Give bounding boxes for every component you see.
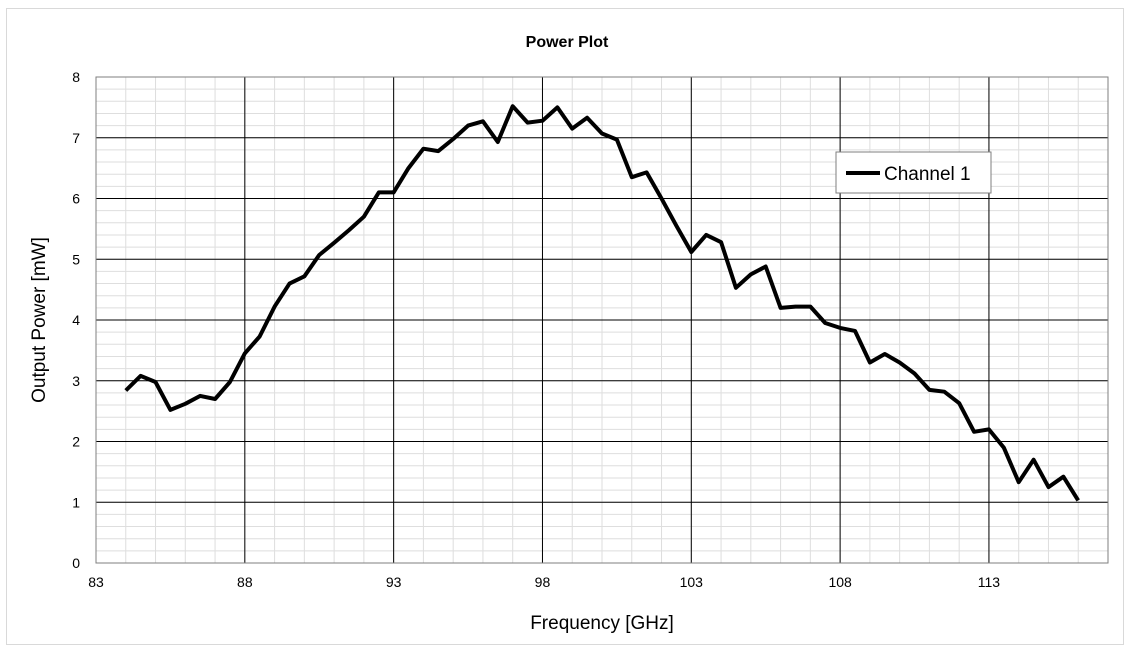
y-tick-label: 4 [72,312,80,328]
plot-area-border [95,76,1109,564]
y-tick-label: 0 [72,555,80,571]
y-tick-label: 1 [72,494,80,510]
y-tick-label: 7 [72,130,80,146]
legend: Channel 1 [835,151,992,194]
series-line-channel-1 [124,104,1080,502]
y-tick-label: 2 [72,434,80,450]
x-tick-label: 108 [828,574,852,590]
y-axis-tick-labels: 0 1 2 3 4 5 6 7 8 [72,69,80,571]
y-tick-label: 3 [72,373,80,389]
y-tick-label: 6 [72,191,80,207]
x-tick-label: 88 [237,574,253,590]
x-tick-label: 83 [88,574,104,590]
legend-label-channel-1: Channel 1 [884,164,971,185]
x-tick-label: 113 [978,574,1001,590]
x-axis-title: Frequency [GHz] [530,613,674,634]
series-layer [124,104,1080,502]
x-tick-label: 98 [535,574,551,590]
y-tick-label: 8 [72,69,80,85]
y-tick-label: 5 [72,251,80,267]
x-tick-label: 103 [680,574,704,590]
x-axis-tick-labels: 83 88 93 98 103 108 113 [88,574,1000,590]
chart-title: Power Plot [526,34,609,51]
x-tick-label: 93 [386,574,402,590]
y-axis-title: Output Power [mW] [29,237,50,403]
